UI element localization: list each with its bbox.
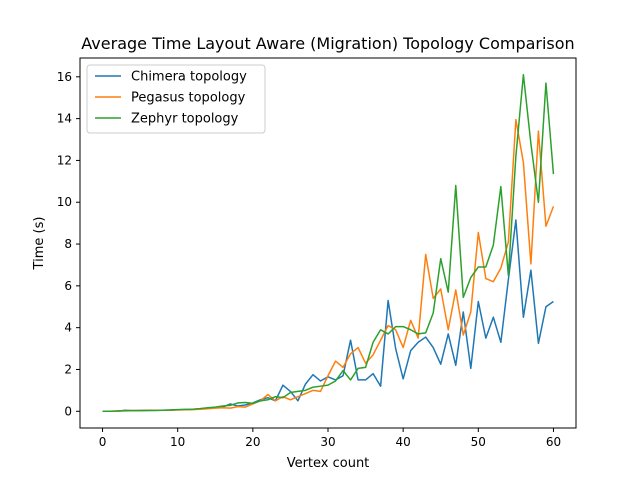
y-tick-label: 4 bbox=[64, 321, 72, 335]
y-tick-label: 12 bbox=[57, 153, 72, 167]
legend-label-zephyr-topology: Zephyr topology bbox=[131, 112, 239, 127]
legend-label-chimera-topology: Chimera topology bbox=[131, 70, 247, 85]
y-tick-label: 2 bbox=[64, 362, 72, 376]
y-axis-label: Time (s) bbox=[32, 217, 47, 271]
y-tick-label: 6 bbox=[64, 279, 72, 293]
x-tick-label: 30 bbox=[320, 435, 335, 449]
x-tick-label: 10 bbox=[170, 435, 185, 449]
x-axis-ticks: 0 10 20 30 40 50 60 bbox=[99, 428, 561, 449]
series-line-zephyr-topology bbox=[102, 73, 555, 413]
chart-title: Average Time Layout Aware (Migration) To… bbox=[81, 34, 574, 53]
plot-lines bbox=[102, 73, 555, 413]
x-tick-label: 40 bbox=[396, 435, 411, 449]
y-tick-label: 10 bbox=[57, 195, 72, 209]
x-tick-label: 20 bbox=[245, 435, 260, 449]
y-tick-label: 16 bbox=[57, 70, 72, 84]
y-tick-label: 0 bbox=[64, 404, 72, 418]
x-tick-label: 50 bbox=[471, 435, 486, 449]
y-tick-label: 14 bbox=[57, 112, 72, 126]
y-axis-ticks: 0 2 4 6 8 10 12 14 16 bbox=[57, 70, 80, 418]
legend: Chimera topology Pegasus topology Zephyr t… bbox=[86, 64, 266, 134]
series-line-chimera-topology bbox=[102, 219, 554, 413]
x-tick-label: 60 bbox=[546, 435, 561, 449]
x-tick-label: 0 bbox=[99, 435, 107, 449]
y-tick-label: 8 bbox=[64, 237, 72, 251]
legend-box bbox=[86, 64, 266, 134]
x-axis-label: Vertex count bbox=[287, 456, 370, 471]
legend-label-pegasus-topology: Pegasus topology bbox=[131, 91, 246, 106]
